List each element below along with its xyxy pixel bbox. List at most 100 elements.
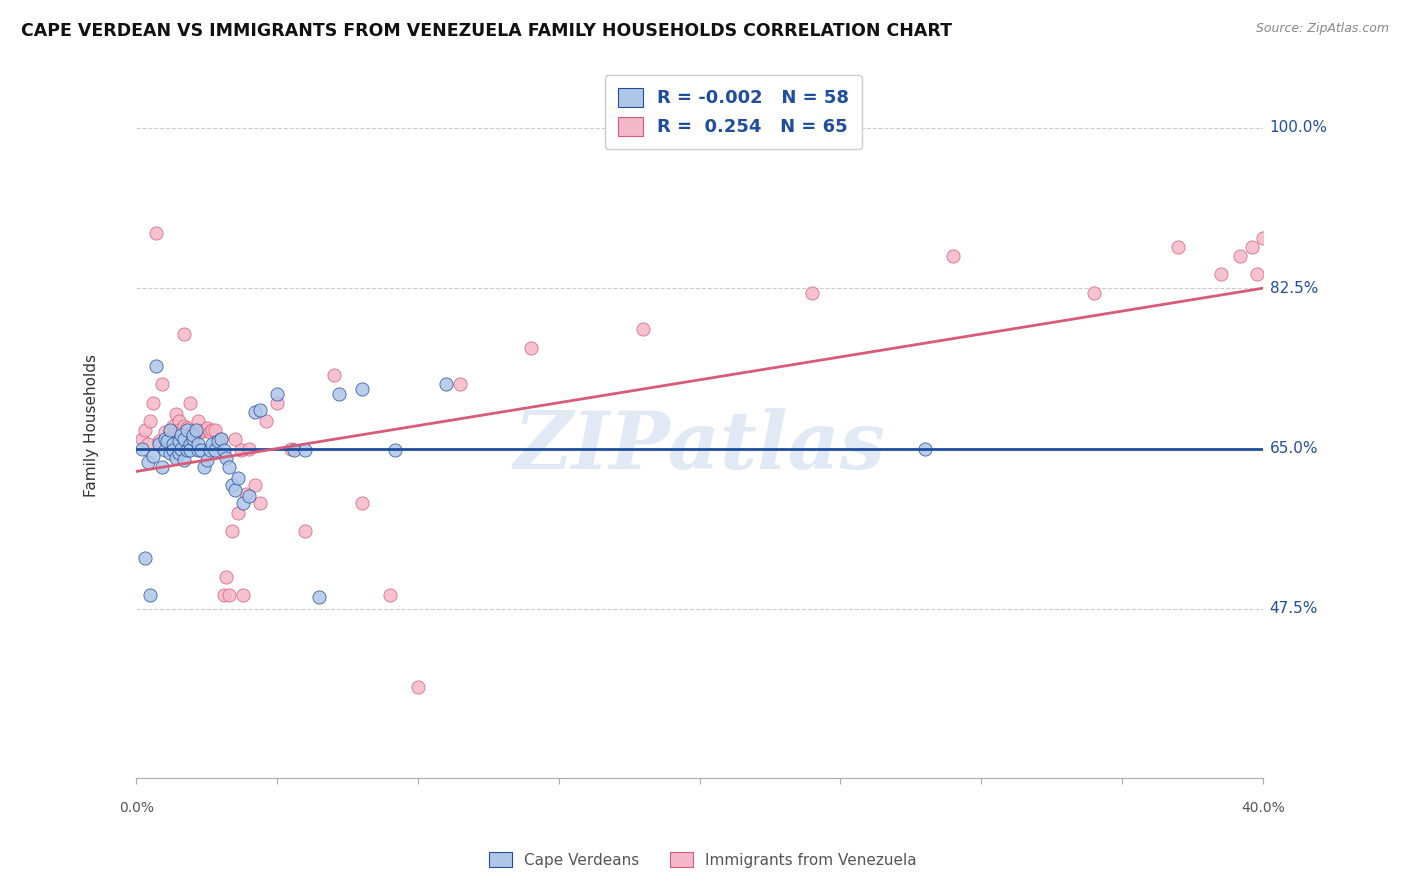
- Point: [280, 442, 302, 456]
- Point: [134, 423, 156, 437]
- Text: 65.0%: 65.0%: [1270, 441, 1319, 456]
- Point: [145, 227, 167, 241]
- Point: [195, 421, 218, 435]
- Point: [139, 588, 162, 602]
- Point: [449, 377, 471, 392]
- Point: [162, 418, 184, 433]
- Point: [221, 524, 243, 538]
- Point: [229, 443, 252, 458]
- Point: [134, 551, 156, 566]
- Point: [434, 377, 457, 392]
- Point: [136, 455, 159, 469]
- Point: [226, 506, 249, 520]
- Point: [204, 423, 226, 437]
- Point: [322, 368, 344, 383]
- Point: [150, 377, 173, 392]
- Point: [187, 443, 209, 458]
- Point: [167, 434, 190, 449]
- Point: [1251, 231, 1274, 245]
- Point: [232, 588, 254, 602]
- Point: [1083, 285, 1105, 300]
- Point: [167, 423, 190, 437]
- Point: [235, 487, 257, 501]
- Point: [238, 442, 260, 456]
- Point: [328, 386, 350, 401]
- Point: [198, 425, 221, 439]
- Point: [243, 478, 266, 492]
- Point: [801, 285, 824, 300]
- Point: [131, 442, 153, 456]
- Point: [176, 423, 198, 437]
- Point: [159, 433, 181, 447]
- Point: [266, 395, 288, 409]
- Text: 82.5%: 82.5%: [1270, 281, 1317, 296]
- Point: [1229, 249, 1251, 263]
- Point: [218, 459, 240, 474]
- Point: [176, 427, 198, 442]
- Point: [173, 418, 195, 433]
- Point: [131, 433, 153, 447]
- Point: [249, 496, 271, 510]
- Point: [350, 496, 373, 510]
- Point: [266, 386, 288, 401]
- Point: [350, 382, 373, 396]
- Point: [207, 434, 229, 449]
- Text: 47.5%: 47.5%: [1270, 601, 1317, 616]
- Point: [190, 425, 212, 439]
- Point: [190, 443, 212, 458]
- Point: [212, 443, 235, 458]
- Point: [148, 434, 170, 449]
- Point: [142, 449, 165, 463]
- Point: [201, 437, 224, 451]
- Point: [136, 437, 159, 451]
- Text: Source: ZipAtlas.com: Source: ZipAtlas.com: [1256, 22, 1389, 36]
- Point: [173, 452, 195, 467]
- Point: [170, 427, 193, 442]
- Text: CAPE VERDEAN VS IMMIGRANTS FROM VENEZUELA FAMILY HOUSEHOLDS CORRELATION CHART: CAPE VERDEAN VS IMMIGRANTS FROM VENEZUEL…: [21, 22, 952, 40]
- Point: [201, 423, 224, 437]
- Point: [159, 446, 181, 460]
- Point: [173, 326, 195, 341]
- Point: [1246, 268, 1268, 282]
- Point: [153, 425, 176, 439]
- Point: [195, 452, 218, 467]
- Point: [238, 489, 260, 503]
- Point: [181, 427, 204, 442]
- Point: [1167, 240, 1189, 254]
- Point: [162, 443, 184, 458]
- Point: [406, 680, 429, 694]
- Point: [142, 395, 165, 409]
- Point: [150, 459, 173, 474]
- Point: [162, 437, 184, 451]
- Point: [308, 590, 330, 604]
- Point: [294, 524, 316, 538]
- Point: [193, 423, 215, 437]
- Point: [226, 471, 249, 485]
- Point: [179, 437, 201, 451]
- Point: [254, 414, 277, 428]
- Text: Family Households: Family Households: [84, 354, 98, 497]
- Point: [184, 425, 207, 439]
- Point: [215, 450, 238, 465]
- Point: [181, 433, 204, 447]
- Point: [148, 437, 170, 451]
- Point: [165, 450, 187, 465]
- Point: [218, 588, 240, 602]
- Point: [221, 478, 243, 492]
- Point: [156, 434, 179, 449]
- Point: [167, 414, 190, 428]
- Point: [224, 433, 246, 447]
- Point: [187, 414, 209, 428]
- Point: [156, 434, 179, 449]
- Point: [179, 395, 201, 409]
- Point: [224, 483, 246, 497]
- Point: [209, 433, 232, 447]
- Point: [249, 403, 271, 417]
- Point: [1209, 268, 1232, 282]
- Point: [145, 359, 167, 373]
- Point: [170, 425, 193, 439]
- Point: [173, 433, 195, 447]
- Point: [187, 437, 209, 451]
- Point: [159, 425, 181, 439]
- Point: [633, 322, 655, 336]
